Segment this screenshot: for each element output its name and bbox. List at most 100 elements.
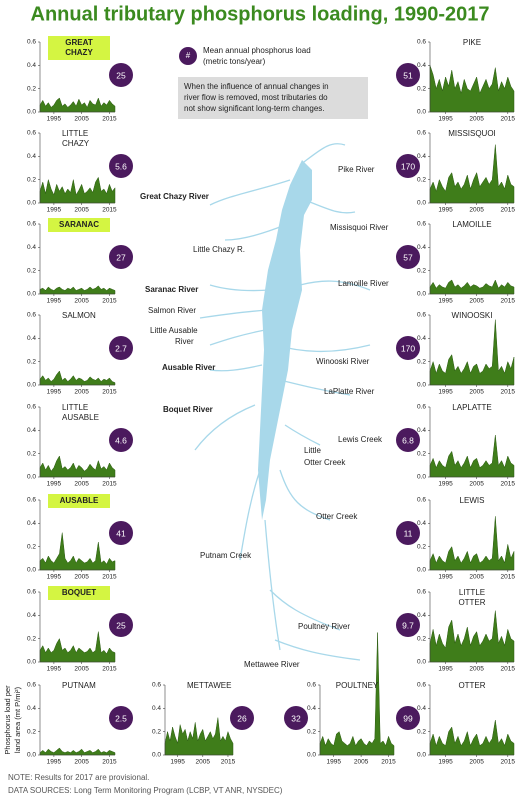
lake bbox=[258, 160, 312, 520]
panel: 0.0 0.2 0.4 0.6 1995 2005 2015 SALMON 2.7 bbox=[27, 311, 133, 396]
x-tick-label: 2015 bbox=[102, 389, 117, 396]
legend-text: Mean annual phosphorus load bbox=[203, 46, 311, 55]
x-tick-label: 2015 bbox=[501, 298, 516, 305]
map-label: Boquet River bbox=[163, 405, 213, 414]
x-tick-label: 2005 bbox=[469, 389, 484, 396]
x-tick-label: 2015 bbox=[501, 116, 516, 123]
area bbox=[39, 176, 116, 204]
panel-name: OTTER bbox=[458, 681, 485, 690]
x-tick-label: 1995 bbox=[47, 116, 62, 123]
panel: 0.0 0.2 0.4 0.6 1995 2005 2015 WINOOSKI 170 bbox=[396, 311, 515, 396]
mean-badge bbox=[109, 245, 133, 269]
x-tick-label: 2015 bbox=[501, 389, 516, 396]
x-tick-label: 1995 bbox=[438, 481, 453, 488]
y-tick-label: 0.2 bbox=[307, 728, 316, 735]
y-tick-label: 0.6 bbox=[417, 39, 426, 46]
x-tick-label: 2005 bbox=[196, 759, 211, 766]
x-tick-label: 1995 bbox=[438, 116, 453, 123]
map-label: Lamoille River bbox=[338, 279, 389, 288]
legend-symbol bbox=[179, 47, 197, 65]
x-tick-label: 2005 bbox=[74, 298, 89, 305]
panel-name: LEWIS bbox=[460, 496, 485, 505]
name-highlight bbox=[48, 218, 110, 232]
panel-name: OTTER bbox=[458, 598, 485, 607]
y-tick-label: 0.2 bbox=[27, 267, 36, 274]
x-tick-label: 2015 bbox=[102, 574, 117, 581]
mean-label: 6.8 bbox=[402, 435, 414, 445]
map-label: Saranac River bbox=[145, 285, 198, 294]
legend-text: (metric tons/year) bbox=[203, 57, 266, 66]
mean-badge bbox=[109, 428, 133, 452]
panel: 0.0 0.2 0.4 0.6 1995 2005 2015 POULTNEY 32 bbox=[284, 632, 396, 766]
panel-name: MISSISQUOI bbox=[448, 129, 496, 138]
y-tick-label: 0.2 bbox=[417, 267, 426, 274]
mean-badge bbox=[109, 706, 133, 730]
map-label: Mettawee River bbox=[244, 660, 300, 669]
x-tick-label: 2005 bbox=[74, 759, 89, 766]
x-tick-label: 1995 bbox=[47, 666, 62, 673]
y-tick-label: 0.0 bbox=[417, 109, 426, 116]
mean-badge bbox=[109, 63, 133, 87]
y-tick-label: 0.6 bbox=[27, 497, 36, 504]
y-tick-label: 0.6 bbox=[417, 682, 426, 689]
mean-badge bbox=[109, 613, 133, 637]
area bbox=[39, 97, 116, 113]
mean-badge bbox=[396, 245, 420, 269]
x-tick-label: 2005 bbox=[469, 298, 484, 305]
x-tick-label: 1995 bbox=[47, 481, 62, 488]
area bbox=[39, 455, 116, 478]
mean-label: 25 bbox=[116, 70, 126, 80]
y-tick-label: 0.2 bbox=[27, 543, 36, 550]
y-tick-label: 0.2 bbox=[417, 358, 426, 365]
mean-label: 57 bbox=[403, 252, 413, 262]
y-tick-label: 0.4 bbox=[417, 153, 426, 160]
mean-label: 51 bbox=[403, 70, 413, 80]
map-label: LaPlatte River bbox=[324, 387, 375, 396]
mean-badge bbox=[284, 706, 308, 730]
map-label: Putnam Creek bbox=[200, 551, 252, 560]
y-tick-label: 0.6 bbox=[417, 312, 426, 319]
mean-badge bbox=[396, 613, 420, 637]
x-tick-label: 1995 bbox=[438, 389, 453, 396]
y-tick-label: 0.4 bbox=[27, 427, 36, 434]
y-tick-label: 0.2 bbox=[27, 358, 36, 365]
panel: 0.0 0.2 0.4 0.6 1995 2005 2015 METTAWEE 26 bbox=[152, 681, 254, 766]
x-tick-label: 1995 bbox=[438, 298, 453, 305]
map-label: Otter Creek bbox=[316, 512, 358, 521]
mean-label: 26 bbox=[237, 713, 247, 723]
map-label: Lewis Creek bbox=[338, 435, 383, 444]
y-tick-label: 0.2 bbox=[417, 728, 426, 735]
area bbox=[429, 516, 515, 571]
y-tick-label: 0.4 bbox=[27, 520, 36, 527]
y-tick-label: 0.4 bbox=[27, 612, 36, 619]
y-axis-label: land area (mt P/mi²) bbox=[13, 686, 22, 753]
panel-name: METTAWEE bbox=[187, 681, 231, 690]
y-tick-label: 0.4 bbox=[27, 153, 36, 160]
y-tick-label: 0.4 bbox=[27, 705, 36, 712]
panel-name: SARANAC bbox=[59, 220, 99, 229]
mean-label: 9.7 bbox=[402, 620, 414, 630]
x-tick-label: 1995 bbox=[47, 207, 62, 214]
name-highlight bbox=[48, 494, 110, 508]
y-tick-label: 0.4 bbox=[417, 612, 426, 619]
x-tick-label: 2005 bbox=[354, 759, 369, 766]
panel: 0.0 0.2 0.4 0.6 1995 2005 2015 MISSISQUOI 170 bbox=[396, 129, 515, 214]
map-label: Otter Creek bbox=[304, 458, 346, 467]
panel-name: LITTLE bbox=[459, 588, 485, 597]
mean-label: 5.6 bbox=[115, 161, 127, 171]
x-tick-label: 1995 bbox=[438, 759, 453, 766]
y-tick-label: 0.4 bbox=[417, 427, 426, 434]
map-label: Missisquoi River bbox=[330, 223, 389, 232]
x-tick-label: 2005 bbox=[469, 116, 484, 123]
area bbox=[429, 279, 515, 295]
y-tick-label: 0.6 bbox=[417, 130, 426, 137]
y-tick-label: 0.6 bbox=[417, 221, 426, 228]
area bbox=[39, 631, 116, 663]
y-tick-label: 0.4 bbox=[417, 520, 426, 527]
y-tick-label: 0.6 bbox=[417, 404, 426, 411]
panel-name: LAPLATTE bbox=[452, 403, 491, 412]
y-tick-label: 0.0 bbox=[27, 291, 36, 298]
y-tick-label: 0.0 bbox=[307, 752, 316, 759]
